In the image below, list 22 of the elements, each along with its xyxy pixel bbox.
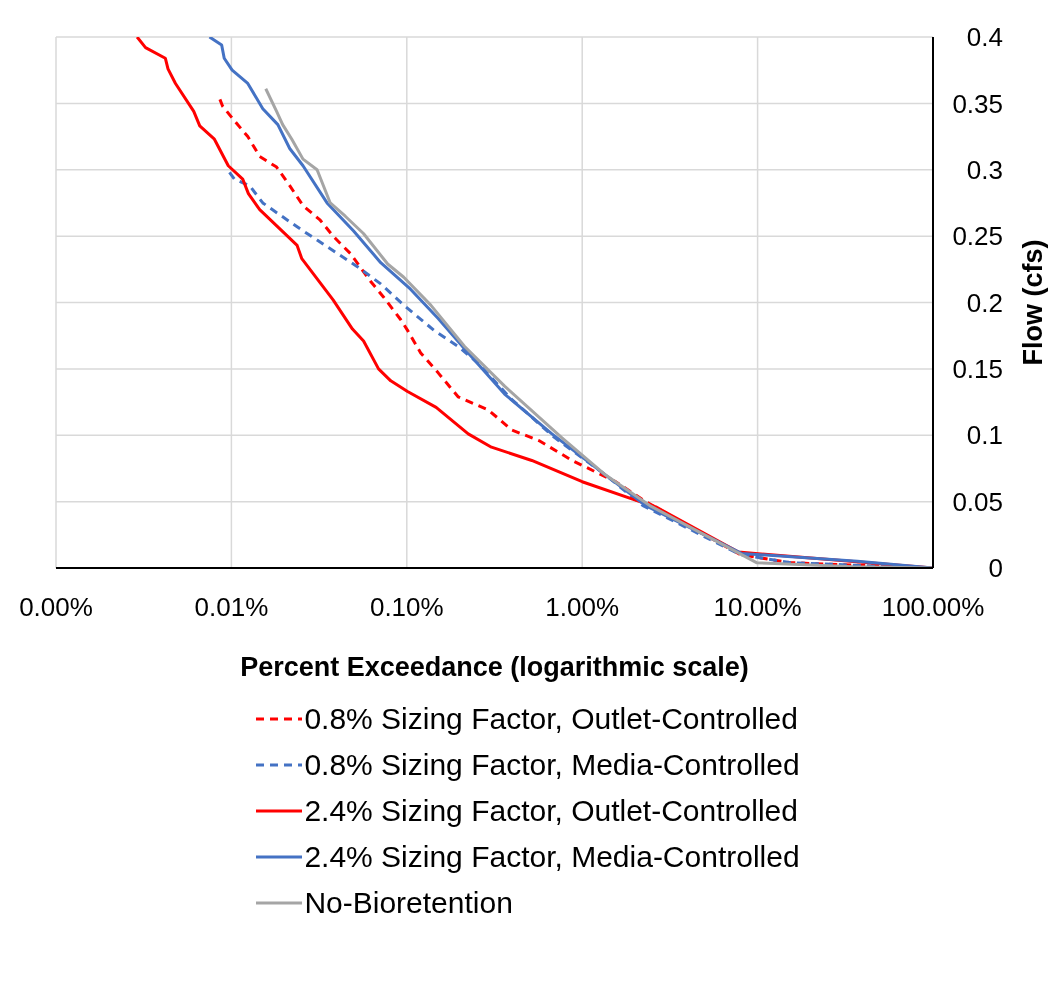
legend-label: 2.4% Sizing Factor, Outlet-Controlled	[304, 794, 798, 828]
x-tick-label: 0.10%	[369, 592, 444, 623]
y-tick-label: 0.1	[966, 420, 1003, 451]
y-axis-title: Flow (cfs)	[1017, 239, 1048, 366]
y-tick-label: 0.2	[966, 287, 1003, 318]
x-tick-label: 10.00%	[713, 592, 802, 623]
y-tick-label: 0	[988, 553, 1003, 584]
x-tick-label: 0.00%	[19, 592, 93, 623]
legend-label: 0.8% Sizing Factor, Media-Controlled	[304, 748, 800, 782]
x-axis-title: Percent Exceedance (logarithmic scale)	[240, 652, 749, 682]
x-tick-label: 100.00%	[881, 592, 985, 623]
y-tick-label: 0.4	[966, 22, 1003, 53]
legend-label: No-Bioretention	[304, 886, 513, 920]
y-tick-label: 0.35	[952, 88, 1003, 119]
legend-label: 2.4% Sizing Factor, Media-Controlled	[304, 840, 800, 874]
x-tick-label: 1.00%	[545, 592, 620, 623]
y-tick-label: 0.25	[952, 221, 1003, 252]
y-tick-label: 0.3	[966, 154, 1003, 185]
y-tick-label: 0.05	[952, 486, 1003, 517]
x-tick-label: 0.01%	[194, 592, 269, 623]
y-tick-label: 0.15	[952, 354, 1003, 385]
legend-label: 0.8% Sizing Factor, Outlet-Controlled	[304, 702, 798, 736]
